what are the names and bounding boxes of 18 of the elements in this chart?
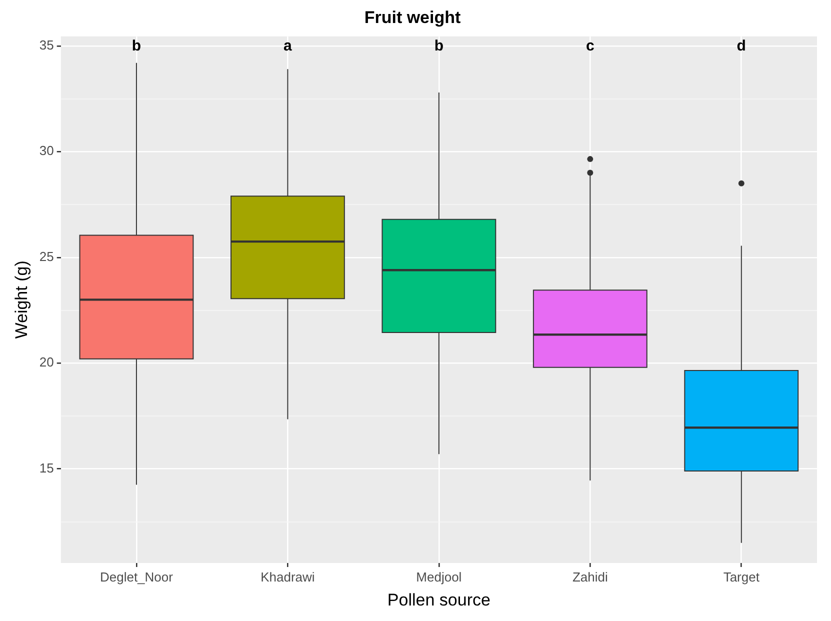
- annotation: a: [284, 38, 293, 55]
- y-axis-title: Weight (g): [12, 260, 31, 339]
- x-tick-label: Khadrawi: [260, 569, 315, 584]
- y-tick-label: 25: [39, 248, 54, 264]
- y-tick-label: 15: [39, 460, 54, 476]
- annotation: d: [736, 38, 746, 55]
- annotation: c: [586, 38, 594, 55]
- x-tick-label: Target: [723, 569, 760, 584]
- y-tick-label: 20: [39, 354, 54, 370]
- x-tick-label: Deglet_Noor: [100, 569, 174, 584]
- annotation: b: [132, 38, 142, 55]
- chart-title: Fruit weight: [364, 8, 461, 27]
- x-tick-label: Zahidi: [572, 569, 608, 584]
- y-tick-label: 35: [39, 37, 54, 52]
- annotation: b: [434, 38, 444, 55]
- x-tick-label: Medjool: [416, 569, 462, 584]
- x-axis-title: Pollen source: [387, 590, 490, 610]
- y-tick-label: 30: [39, 143, 54, 158]
